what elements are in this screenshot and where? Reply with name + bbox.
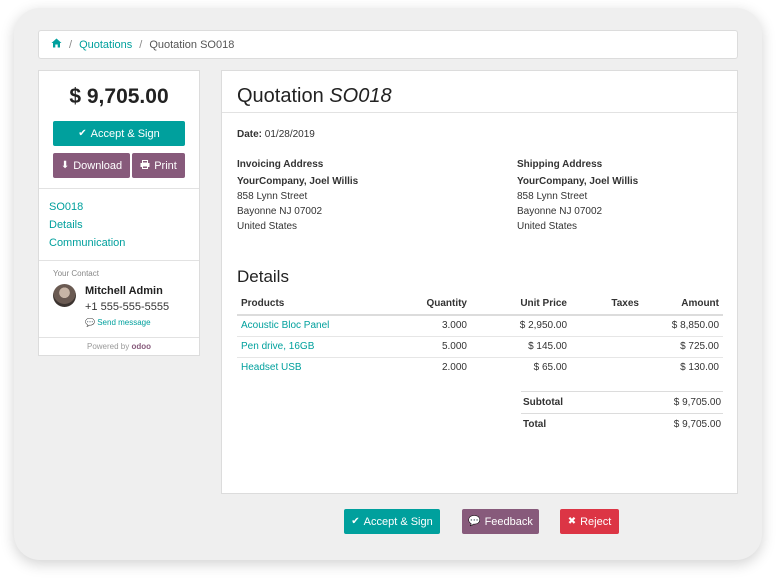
check-icon: ✔ (78, 128, 87, 139)
sidebar-nav-communication[interactable]: Communication (49, 237, 126, 249)
sidebar-nav-so018[interactable]: SO018 (49, 201, 84, 213)
shipping-address: Shipping Address YourCompany, Joel Willi… (517, 157, 638, 234)
total-row: Total $ 9,705.00 (521, 413, 723, 435)
avatar (53, 284, 76, 307)
check-icon: ✔ (351, 516, 360, 527)
download-icon: ⬇ (60, 160, 70, 171)
print-icon (140, 159, 150, 172)
sidebar-nav: SO018 Details Communication (49, 201, 125, 255)
column-header-taxes: Taxes (571, 295, 643, 316)
contact-name: Mitchell Admin (85, 285, 163, 297)
sidebar-nav-details[interactable]: Details (49, 219, 83, 231)
page-title: Quotation SO018 (237, 85, 392, 108)
amount-cell: $ 130.00 (680, 362, 719, 374)
column-header-products: Products (237, 295, 387, 316)
date-label: Date: (237, 129, 263, 140)
sidebar-accept-sign-button[interactable]: ✔ Accept & Sign (53, 121, 185, 146)
close-icon: ✖ (567, 516, 577, 527)
shipping-name: YourCompany, Joel Willis (517, 176, 639, 187)
subtotal-value: $ 9,705.00 (673, 397, 721, 408)
send-message-link[interactable]: 💬 Send message (85, 318, 151, 327)
breadcrumb: / Quotations / Quotation SO018 (38, 30, 738, 59)
unit-price-cell: $ 145.00 (471, 336, 571, 358)
taxes-cell (571, 315, 643, 337)
invoicing-name: YourCompany, Joel Willis (237, 176, 359, 187)
unit-price-cell: $ 2,950.00 (471, 315, 571, 337)
amount-cell: $ 8,850.00 (643, 315, 723, 337)
powered-by: Powered by odoo (39, 342, 199, 351)
subtotal-label: Subtotal (523, 397, 563, 408)
sidebar-amount: $ 9,705.00 (69, 85, 169, 108)
reject-button[interactable]: ✖ Reject (560, 509, 619, 534)
total-value: $ 9,705.00 (673, 419, 721, 430)
shipping-country: United States (517, 221, 578, 232)
home-icon[interactable] (51, 38, 62, 51)
column-header-unit-price: Unit Price (471, 295, 571, 316)
totals-block: Subtotal $ 9,705.00 Total $ 9,705.00 (521, 391, 723, 435)
taxes-cell (571, 357, 643, 378)
contact-heading: Your Contact (53, 269, 99, 278)
contact-phone: +1 555-555-5555 (85, 301, 170, 313)
feedback-label: Feedback (484, 515, 533, 528)
column-header-amount: Amount (643, 295, 723, 316)
column-header-quantity: Quantity (387, 295, 471, 316)
shipping-city: Bayonne NJ 07002 (517, 206, 603, 217)
product-link[interactable]: Pen drive, 16GB (237, 336, 387, 358)
odoo-logo[interactable]: odoo (131, 342, 152, 351)
product-link[interactable]: Headset USB (241, 362, 302, 374)
table-row: Acoustic Bloc Panel 3.000 $ 2,950.00 $ 8… (237, 315, 723, 337)
quantity-cell: 2.000 (441, 362, 467, 374)
shipping-address-heading: Shipping Address (517, 159, 603, 170)
sidebar-accept-sign-label: Accept & Sign (90, 127, 160, 140)
table-row: Pen drive, 16GB 5.000 $ 145.00 $ 725.00 (237, 336, 723, 358)
unit-price-cell: $ 65.00 (533, 362, 567, 374)
invoicing-city: Bayonne NJ 07002 (237, 206, 323, 217)
invoicing-country: United States (237, 221, 298, 232)
quantity-cell: 3.000 (387, 315, 471, 337)
divider (39, 260, 199, 261)
divider (222, 112, 737, 113)
table-row: Headset USB 2.000 $ 65.00 $ 130.00 (237, 357, 723, 378)
divider (39, 188, 199, 189)
comment-icon: 💬 (468, 516, 481, 527)
send-message-label: Send message (97, 318, 151, 327)
comment-icon: 💬 (85, 318, 95, 327)
powered-by-label: Powered by (86, 342, 130, 351)
feedback-button[interactable]: 💬 Feedback (462, 509, 539, 534)
details-heading: Details (237, 267, 289, 286)
taxes-cell (571, 336, 643, 358)
table-header-row: Products Quantity Unit Price Taxes Amoun… (237, 295, 723, 316)
download-label: Download (73, 159, 123, 172)
product-link[interactable]: Acoustic Bloc Panel (237, 315, 387, 337)
quantity-cell: 5.000 (387, 336, 471, 358)
quotation-panel: Quotation SO018 Date: 01/28/2019 Invoici… (221, 70, 738, 494)
sidebar-panel: $ 9,705.00 ✔ Accept & Sign ⬇ Download Pr… (38, 70, 200, 356)
reject-label: Reject (580, 515, 612, 528)
amount-cell: $ 725.00 (643, 336, 723, 358)
title-reference: SO018 (329, 85, 392, 107)
breadcrumb-separator: / (139, 38, 143, 51)
order-lines-table: Products Quantity Unit Price Taxes Amoun… (237, 295, 723, 378)
accept-sign-label: Accept & Sign (363, 515, 433, 528)
quotation-date: Date: 01/28/2019 (237, 129, 315, 140)
breadcrumb-quotations-link[interactable]: Quotations (79, 38, 133, 51)
shipping-street: 858 Lynn Street (517, 191, 588, 202)
subtotal-row: Subtotal $ 9,705.00 (521, 391, 723, 413)
breadcrumb-separator: / (69, 38, 73, 51)
date-value: 01/28/2019 (264, 129, 315, 140)
invoicing-address: Invoicing Address YourCompany, Joel Will… (237, 157, 358, 234)
print-button[interactable]: Print (132, 153, 185, 178)
invoicing-address-heading: Invoicing Address (237, 159, 324, 170)
divider (39, 337, 199, 338)
accept-sign-button[interactable]: ✔ Accept & Sign (344, 509, 440, 534)
total-label: Total (523, 419, 547, 430)
breadcrumb-current: Quotation SO018 (149, 38, 235, 51)
print-label: Print (154, 159, 177, 172)
title-prefix: Quotation (237, 85, 324, 107)
download-button[interactable]: ⬇ Download (53, 153, 130, 178)
invoicing-street: 858 Lynn Street (237, 191, 308, 202)
